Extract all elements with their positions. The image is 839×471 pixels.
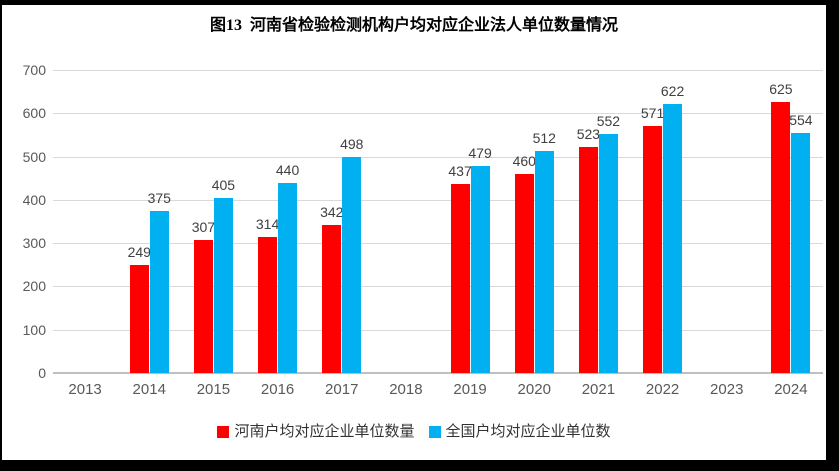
legend-item: 河南户均对应企业单位数量 bbox=[217, 423, 415, 441]
bar-henan bbox=[258, 237, 278, 373]
legend-swatch-icon bbox=[428, 426, 441, 438]
gridline bbox=[53, 286, 823, 288]
data-label: 342 bbox=[320, 203, 344, 220]
x-axis-line bbox=[53, 372, 823, 374]
chart-title: 图13 河南省检验检测机构户均对应企业法人单位数量情况 bbox=[209, 17, 618, 34]
gridline bbox=[53, 70, 823, 71]
bar-national bbox=[342, 157, 362, 373]
x-axis-tick-label: 2024 bbox=[774, 381, 808, 398]
data-label: 249 bbox=[127, 244, 151, 261]
x-axis-tick-label: 2018 bbox=[389, 381, 423, 398]
x-axis-tick-label: 2021 bbox=[581, 381, 616, 398]
data-label: 405 bbox=[211, 176, 236, 193]
bar-henan bbox=[129, 265, 149, 373]
bar-national bbox=[470, 165, 490, 373]
gridline bbox=[53, 329, 823, 331]
legend-label: 全国户均对应企业单位数 bbox=[445, 423, 611, 440]
gridline bbox=[53, 243, 823, 245]
x-axis-tick-label: 2022 bbox=[645, 381, 680, 398]
bar-henan bbox=[643, 125, 663, 373]
bar-national bbox=[598, 134, 618, 373]
x-axis-tick-label: 2015 bbox=[196, 381, 231, 398]
data-label: 307 bbox=[191, 219, 216, 236]
y-axis-tick-label: 500 bbox=[22, 148, 46, 165]
data-label: 552 bbox=[596, 113, 621, 130]
data-label: 440 bbox=[275, 161, 300, 178]
x-axis-tick-label: 2023 bbox=[710, 381, 744, 398]
gridline bbox=[53, 156, 823, 158]
y-axis-tick-label: 300 bbox=[22, 235, 46, 252]
legend-label: 河南户均对应企业单位数量 bbox=[234, 423, 415, 440]
bar-national bbox=[278, 182, 298, 373]
y-axis-tick-label: 200 bbox=[22, 278, 46, 295]
frame-border-top bbox=[0, 0, 839, 5]
y-axis-tick-label: 600 bbox=[22, 105, 46, 122]
gridline bbox=[53, 199, 823, 201]
data-label: 523 bbox=[576, 125, 601, 142]
y-axis-tick-label: 100 bbox=[22, 321, 46, 338]
bar-henan bbox=[771, 102, 791, 373]
bar-national bbox=[149, 210, 169, 373]
bar-henan bbox=[514, 173, 534, 373]
frame-border-left bbox=[0, 0, 2, 471]
bar-national bbox=[534, 151, 554, 373]
data-label: 554 bbox=[789, 112, 813, 129]
bar-henan bbox=[578, 146, 598, 373]
legend: 河南户均对应企业单位数量 全国户均对应企业单位数 bbox=[2, 423, 826, 441]
data-label: 314 bbox=[255, 216, 280, 233]
data-label: 622 bbox=[660, 82, 685, 99]
data-label: 498 bbox=[340, 136, 364, 153]
data-label: 512 bbox=[532, 130, 556, 147]
gridline bbox=[53, 113, 823, 115]
x-axis-tick-label: 2019 bbox=[453, 381, 487, 398]
legend-swatch-icon bbox=[217, 426, 230, 438]
data-label: 625 bbox=[769, 81, 793, 98]
x-axis-tick-label: 2013 bbox=[68, 381, 102, 398]
bar-henan bbox=[322, 224, 342, 373]
data-label: 437 bbox=[448, 162, 472, 179]
y-axis-tick-label: 700 bbox=[22, 62, 46, 78]
bar-henan bbox=[193, 240, 213, 373]
data-label: 571 bbox=[640, 104, 665, 121]
x-axis-tick-label: 2020 bbox=[517, 381, 551, 398]
bar-henan bbox=[450, 183, 470, 373]
bar-national bbox=[791, 133, 811, 373]
bar-national bbox=[213, 197, 233, 373]
data-label: 375 bbox=[147, 189, 171, 206]
legend-item: 全国户均对应企业单位数 bbox=[428, 423, 611, 441]
frame-border-bottom bbox=[0, 460, 839, 471]
x-axis-tick-label: 2014 bbox=[132, 381, 166, 398]
data-label: 460 bbox=[512, 152, 536, 169]
y-axis-tick-label: 400 bbox=[22, 191, 46, 208]
bar-national bbox=[663, 103, 683, 373]
x-axis-tick-label: 2017 bbox=[325, 381, 359, 398]
frame-border-right bbox=[826, 0, 839, 471]
x-axis-tick-label: 2016 bbox=[260, 381, 295, 398]
data-label: 479 bbox=[468, 144, 492, 161]
y-axis-tick-label: 0 bbox=[38, 365, 46, 381]
